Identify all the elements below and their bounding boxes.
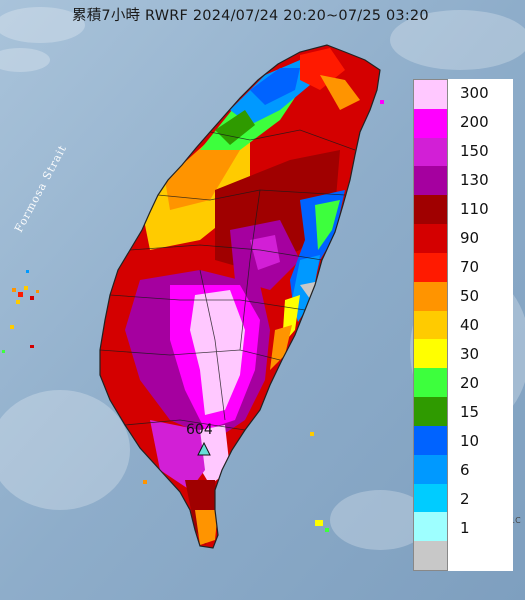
legend-swatch (414, 512, 447, 542)
legend-label: 2 (460, 489, 470, 508)
legend-swatch (414, 368, 447, 398)
legend-swatch (414, 195, 447, 225)
legend-label: 10 (460, 431, 480, 450)
corner-text: 1C (510, 516, 521, 525)
legend-swatch (414, 397, 447, 426)
legend-swatch (414, 483, 447, 513)
legend-label: 300 (460, 84, 489, 103)
legend-swatch (414, 80, 447, 109)
legend-swatch (414, 166, 447, 196)
legend-swatches (413, 79, 448, 571)
legend-label: 40 (460, 316, 480, 334)
legend-label: 90 (460, 229, 480, 248)
legend-swatch (414, 310, 447, 340)
legend-swatch (414, 137, 447, 167)
legend-label: 50 (460, 287, 480, 306)
offshore-echoes (2, 100, 384, 532)
color-legend: 300 200 150 130 110 90 70 50 40 30 20 15 10 6 2 1 (413, 79, 513, 571)
map-title: 累積7小時 RWRF 2024/07/24 20:20~07/25 03:20 (72, 8, 429, 24)
legend-swatch (414, 339, 447, 369)
legend-swatch (414, 425, 447, 455)
legend-swatch (414, 454, 447, 484)
peak-marker-icon (197, 441, 211, 456)
legend-label: 1 (460, 518, 470, 537)
legend-label: 6 (460, 460, 470, 479)
legend-labels: 300 200 150 130 110 90 70 50 40 30 20 15 10 6 2 1 (448, 79, 513, 571)
legend-label: 15 (460, 402, 480, 421)
legend-label: 20 (460, 373, 480, 392)
legend-label: 200 (460, 113, 489, 132)
legend-swatch (414, 541, 447, 571)
legend-label: 110 (460, 200, 489, 219)
legend-label: 70 (460, 258, 480, 277)
legend-swatch (414, 224, 447, 253)
legend-label: 150 (460, 142, 489, 161)
legend-swatch (414, 252, 447, 282)
legend-swatch (414, 281, 447, 311)
legend-swatch (414, 108, 447, 138)
peak-value-label: 604 (186, 422, 213, 438)
legend-label: 130 (460, 171, 489, 190)
legend-label: 30 (460, 344, 480, 363)
